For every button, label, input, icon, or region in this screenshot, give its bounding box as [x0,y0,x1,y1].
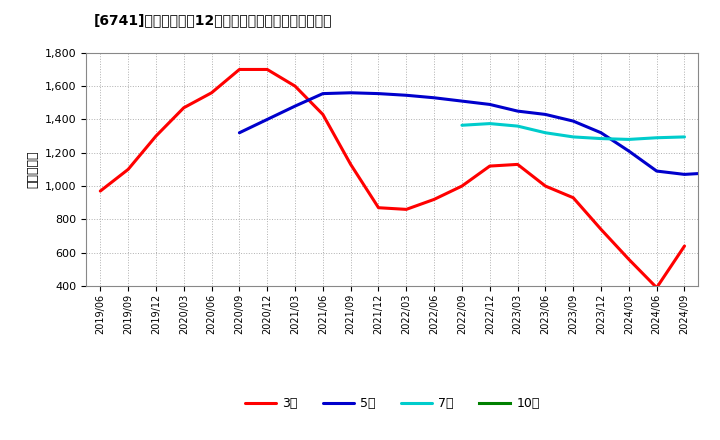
3年 [541,183,550,189]
3年 [124,167,132,172]
5年 [569,118,577,124]
3年 [624,257,633,262]
7年 [513,124,522,129]
5年 [485,102,494,107]
7年 [485,121,494,126]
7年 [652,135,661,140]
3年 [374,205,383,210]
3年 [318,112,327,117]
3年 [458,183,467,189]
Y-axis label: （百万円）: （百万円） [27,150,40,188]
5年 [291,103,300,109]
5年 [513,108,522,114]
3年 [597,227,606,232]
3年 [402,207,410,212]
7年 [680,134,689,139]
7年 [458,123,467,128]
7年 [569,134,577,139]
3年 [207,90,216,95]
5年 [263,117,271,122]
Line: 7年: 7年 [462,124,685,139]
3年 [263,67,271,72]
5年 [541,112,550,117]
3年 [652,285,661,290]
5年 [652,169,661,174]
5年 [708,170,716,176]
7年 [541,130,550,136]
Line: 5年: 5年 [239,93,720,174]
3年 [96,188,104,194]
7年 [597,136,606,141]
3年 [346,162,355,167]
7年 [624,137,633,142]
3年 [291,84,300,89]
5年 [235,130,243,136]
3年 [235,67,243,72]
3年 [680,243,689,249]
3年 [430,197,438,202]
5年 [624,148,633,154]
3年 [179,105,188,110]
Legend: 3年, 5年, 7年, 10年: 3年, 5年, 7年, 10年 [240,392,545,415]
3年 [152,133,161,139]
3年 [513,162,522,167]
5年 [374,91,383,96]
Line: 3年: 3年 [100,70,685,288]
5年 [458,99,467,104]
5年 [402,93,410,98]
5年 [430,95,438,100]
5年 [597,130,606,136]
3年 [569,195,577,200]
5年 [680,172,689,177]
3年 [485,163,494,169]
5年 [318,91,327,96]
Text: [6741]　当期純利益12か月移動合計の標準偏差の推移: [6741] 当期純利益12か月移動合計の標準偏差の推移 [94,13,332,27]
5年 [346,90,355,95]
